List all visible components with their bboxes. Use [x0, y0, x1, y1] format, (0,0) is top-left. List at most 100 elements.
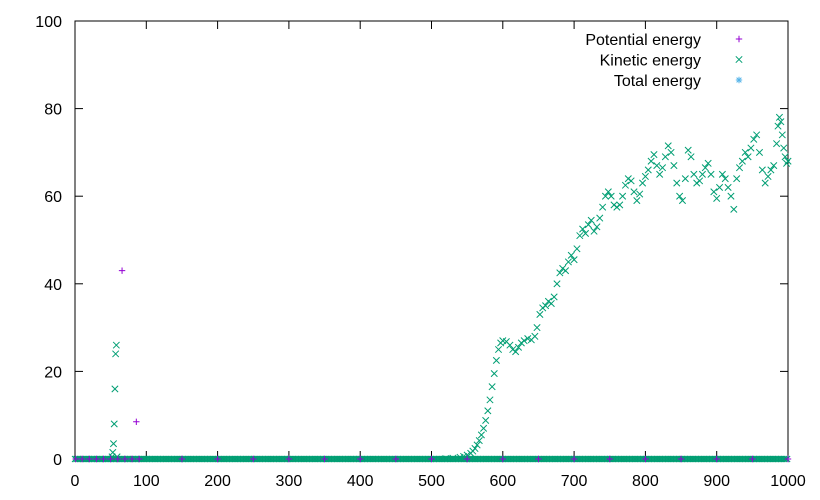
- kinetic-energy-point: [494, 345, 503, 354]
- kinetic-energy-point: [718, 170, 726, 178]
- kinetic-energy-point: [755, 148, 764, 156]
- potential-energy-point: [133, 418, 140, 425]
- y-tick-label: 40: [44, 277, 62, 294]
- legend: Potential energy Kinetic energy Total ener…: [585, 32, 743, 90]
- kinetic-energy-point: [780, 144, 788, 152]
- kinetic-energy-point: [514, 343, 523, 351]
- kinetic-energy-point: [664, 142, 672, 150]
- kinetic-energy-point: [713, 194, 721, 202]
- potential-energy-point: [118, 267, 126, 274]
- legend-marker-potential-energy: [735, 35, 743, 43]
- potential-energy-point: [642, 455, 649, 463]
- kinetic-energy-point: [520, 337, 528, 345]
- kinetic-energy-point: [584, 221, 592, 229]
- kinetic-energy-point: [473, 441, 481, 449]
- potential-energy-point: [499, 455, 506, 463]
- baseline-marker: [780, 455, 788, 463]
- kinetic-energy-point: [735, 164, 744, 172]
- legend-marker-total-energy: [735, 76, 743, 84]
- y-tick-label: 100: [35, 14, 62, 31]
- kinetic-energy-point: [690, 170, 698, 178]
- kinetic-energy-point: [764, 172, 772, 181]
- legend-marker-kinetic-energy: [735, 55, 743, 64]
- kinetic-energy-point: [770, 161, 778, 170]
- kinetic-energy-point: [744, 153, 752, 161]
- x-tick-label: 900: [703, 473, 730, 490]
- kinetic-energy-point: [704, 159, 712, 167]
- potential-energy-point: [570, 455, 578, 463]
- x-tick-label: 700: [561, 473, 588, 490]
- kinetic-energy-point: [747, 144, 755, 152]
- kinetic-energy-point: [488, 383, 496, 391]
- kinetic-energy-point: [449, 454, 457, 462]
- kinetic-energy-point: [647, 157, 655, 165]
- x-tick-label: 300: [276, 473, 303, 490]
- potential-energy-point: [250, 455, 257, 463]
- legend-label-potential-energy: Potential energy: [585, 32, 701, 49]
- kinetic-energy-point: [783, 159, 791, 167]
- kinetic-energy-point: [492, 356, 500, 365]
- kinetic-energy-point: [658, 164, 667, 172]
- kinetic-energy-point: [684, 146, 692, 154]
- potential-energy-point: [114, 455, 121, 463]
- x-tick-label: 100: [133, 473, 160, 490]
- kinetic-energy-point: [650, 151, 658, 159]
- kinetic-energy-point: [673, 179, 681, 187]
- potential-energy-point: [677, 455, 685, 463]
- potential-energy-point: [784, 455, 792, 463]
- kinetic-energy-point: [670, 161, 678, 170]
- potential-energy-point: [93, 455, 100, 463]
- x-tick-label: 500: [418, 473, 445, 490]
- kinetic-energy-point: [593, 223, 601, 231]
- kinetic-energy-point: [536, 310, 544, 319]
- kinetic-energy-point: [587, 216, 595, 224]
- kinetic-energy-point: [701, 164, 709, 172]
- data-points: [72, 113, 792, 463]
- kinetic-energy-point: [727, 192, 735, 200]
- kinetic-energy-point: [581, 229, 590, 237]
- kinetic-energy-point: [761, 179, 769, 187]
- kinetic-energy-point: [621, 181, 629, 189]
- kinetic-energy-point: [482, 416, 490, 425]
- kinetic-energy-point: [484, 407, 492, 415]
- kinetic-energy-point: [636, 190, 644, 198]
- kinetic-energy-point: [777, 118, 785, 126]
- kinetic-energy-point: [490, 370, 498, 378]
- kinetic-energy-point: [531, 332, 539, 340]
- kinetic-energy-point: [475, 437, 483, 445]
- kinetic-energy-point: [112, 350, 120, 358]
- kinetic-energy-point: [567, 251, 575, 259]
- kinetic-energy-point: [710, 188, 718, 196]
- legend-label-total-energy: Total energy: [614, 73, 701, 90]
- potential-energy-point: [463, 455, 471, 463]
- kinetic-energy-point: [579, 225, 587, 233]
- kinetic-energy-point: [781, 153, 789, 161]
- kinetic-energy-point: [678, 197, 687, 205]
- kinetic-energy-point: [550, 293, 558, 301]
- kinetic-energy-point: [479, 424, 488, 432]
- kinetic-energy-point: [576, 232, 584, 240]
- kinetic-energy-point: [542, 302, 550, 310]
- kinetic-energy-point: [561, 267, 570, 275]
- kinetic-energy-point: [111, 385, 119, 393]
- kinetic-energy-point: [599, 203, 607, 211]
- kinetic-energy-point: [638, 179, 647, 187]
- potential-energy-point: [214, 455, 221, 463]
- y-tick-label: 0: [53, 452, 62, 469]
- kinetic-energy-point: [512, 348, 520, 356]
- kinetic-energy-point: [681, 175, 689, 183]
- kinetic-energy-point: [633, 197, 641, 205]
- potential-energy-point: [78, 455, 86, 463]
- y-tick-label: 20: [44, 364, 62, 381]
- potential-energy-point: [285, 455, 293, 463]
- kinetic-energy-point: [601, 192, 610, 200]
- kinetic-energy-point: [696, 177, 704, 185]
- kinetic-energy-point: [758, 166, 766, 174]
- kinetic-energy-point: [641, 172, 649, 181]
- legend-label-kinetic-energy: Kinetic energy: [600, 53, 701, 70]
- kinetic-energy-point: [753, 131, 761, 139]
- kinetic-energy-point: [767, 166, 775, 174]
- kinetic-energy-point: [721, 175, 729, 183]
- potential-energy-point: [713, 455, 720, 463]
- potential-energy-point: [100, 455, 107, 463]
